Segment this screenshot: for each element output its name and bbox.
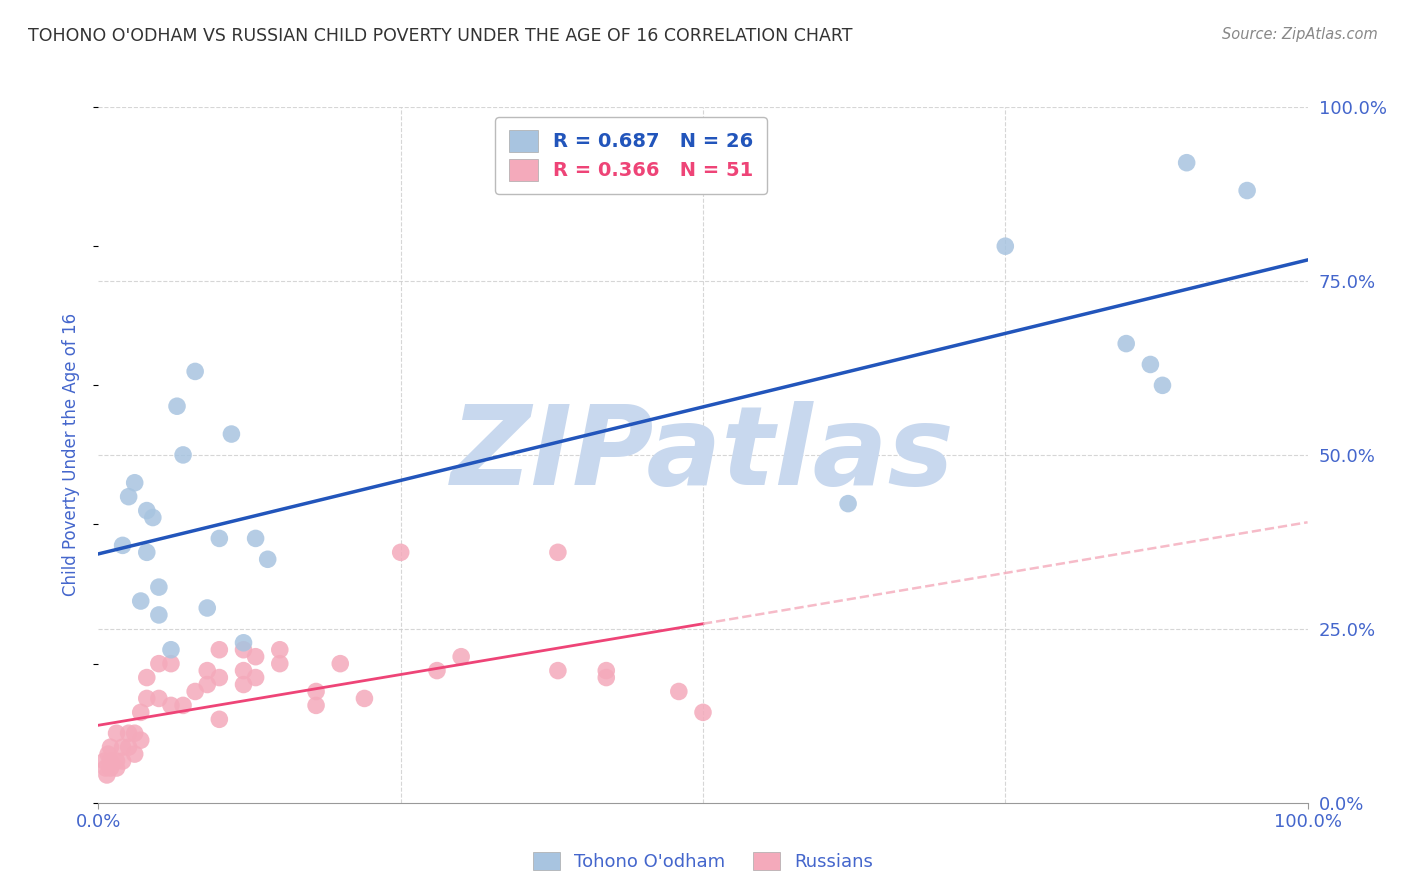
Point <box>105 761 128 775</box>
Point <box>1175 155 1198 169</box>
Legend: Tohono O'odham, Russians: Tohono O'odham, Russians <box>526 845 880 879</box>
Point <box>135 503 157 517</box>
Point <box>232 664 254 678</box>
Point <box>93 754 115 768</box>
Point <box>269 657 291 671</box>
Point <box>105 754 128 768</box>
Point <box>160 642 183 657</box>
Point <box>208 642 231 657</box>
Point <box>208 712 231 726</box>
Point <box>389 545 412 559</box>
Point <box>142 510 165 524</box>
Point <box>135 545 157 559</box>
Point <box>232 642 254 657</box>
Point <box>208 671 231 685</box>
Text: TOHONO O'ODHAM VS RUSSIAN CHILD POVERTY UNDER THE AGE OF 16 CORRELATION CHART: TOHONO O'ODHAM VS RUSSIAN CHILD POVERTY … <box>28 27 852 45</box>
Point <box>692 706 714 720</box>
Point <box>160 698 183 713</box>
Point <box>148 580 170 594</box>
Point <box>195 664 218 678</box>
Text: ZIPatlas: ZIPatlas <box>451 401 955 508</box>
Point <box>118 490 141 504</box>
Point <box>172 698 194 713</box>
Point <box>256 552 278 566</box>
Point <box>547 664 569 678</box>
Point <box>245 649 267 664</box>
Point <box>208 532 231 546</box>
Point <box>148 657 170 671</box>
Point <box>1139 358 1161 372</box>
Point <box>353 691 375 706</box>
Point <box>184 364 207 378</box>
Point <box>96 768 118 782</box>
Point <box>305 684 328 698</box>
Point <box>166 399 188 413</box>
Point <box>1152 378 1174 392</box>
Point <box>172 448 194 462</box>
Point <box>111 754 134 768</box>
Point <box>668 684 690 698</box>
Point <box>118 726 141 740</box>
Point <box>111 538 134 552</box>
Point <box>1236 184 1258 198</box>
Point <box>129 594 152 608</box>
Point <box>245 671 267 685</box>
Point <box>97 747 120 761</box>
Point <box>426 664 449 678</box>
Point <box>100 754 122 768</box>
Point <box>547 545 569 559</box>
Point <box>100 740 122 755</box>
Point <box>129 733 152 747</box>
Point <box>305 698 328 713</box>
Point <box>124 747 146 761</box>
Point <box>124 726 146 740</box>
Point <box>329 657 352 671</box>
Point <box>111 740 134 755</box>
Point <box>195 601 218 615</box>
Point <box>994 239 1017 253</box>
Point <box>129 706 152 720</box>
Point <box>232 636 254 650</box>
Point <box>135 671 157 685</box>
Point <box>1115 336 1137 351</box>
Text: Source: ZipAtlas.com: Source: ZipAtlas.com <box>1222 27 1378 42</box>
Point <box>195 677 218 691</box>
Point <box>837 497 859 511</box>
Point <box>135 691 157 706</box>
Point <box>118 740 141 755</box>
Point <box>221 427 243 442</box>
Point <box>245 532 267 546</box>
Legend: R = 0.687   N = 26, R = 0.366   N = 51: R = 0.687 N = 26, R = 0.366 N = 51 <box>495 117 768 194</box>
Point <box>184 684 207 698</box>
Point <box>105 726 128 740</box>
Y-axis label: Child Poverty Under the Age of 16: Child Poverty Under the Age of 16 <box>62 313 80 597</box>
Point <box>100 761 122 775</box>
Point <box>595 664 617 678</box>
Point <box>269 642 291 657</box>
Point <box>595 671 617 685</box>
Point <box>94 761 117 775</box>
Point <box>148 691 170 706</box>
Point <box>124 475 146 490</box>
Point <box>232 677 254 691</box>
Point <box>148 607 170 622</box>
Point <box>450 649 472 664</box>
Point <box>160 657 183 671</box>
